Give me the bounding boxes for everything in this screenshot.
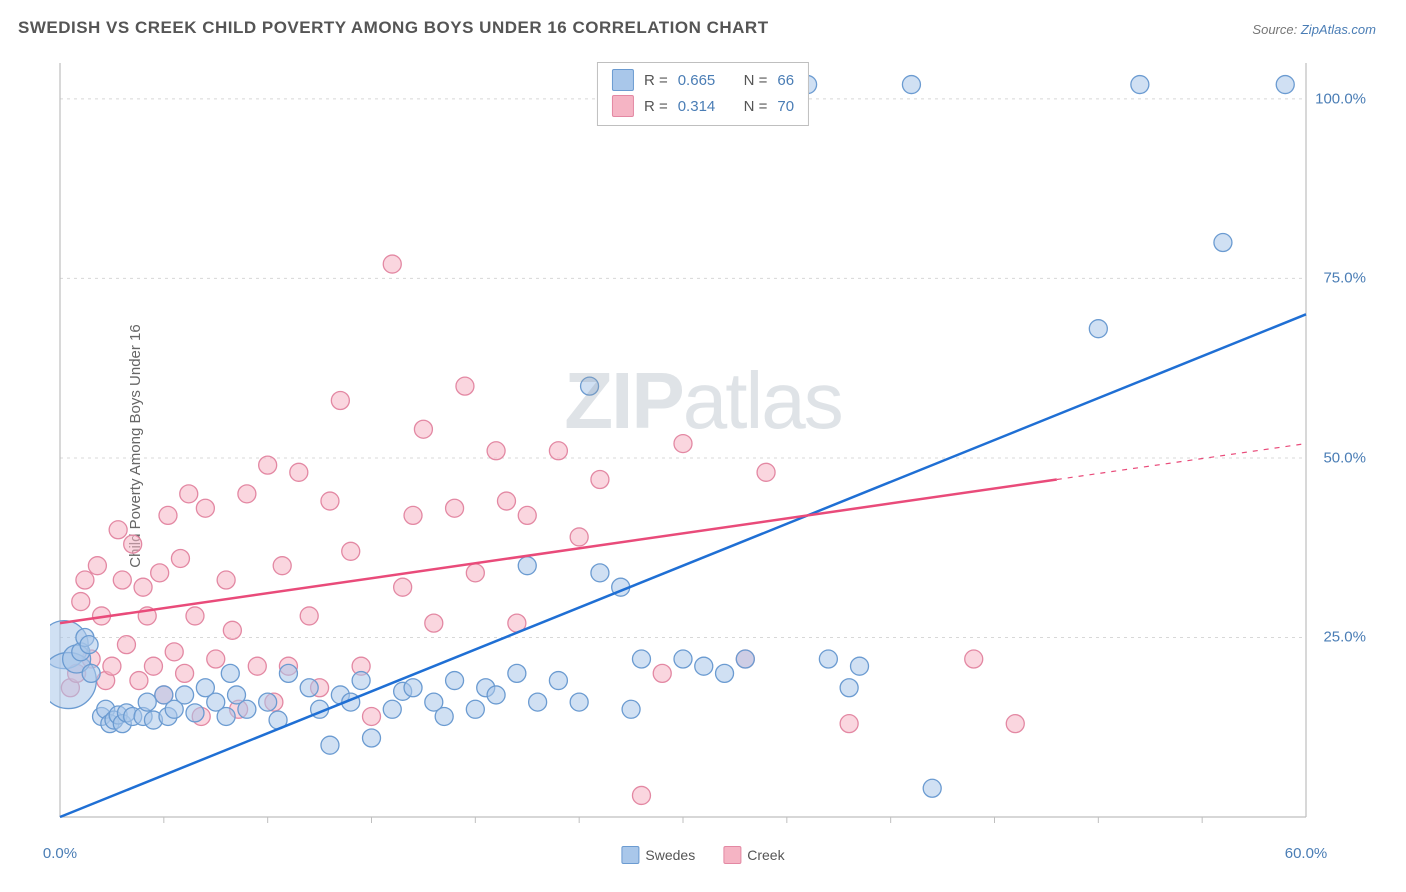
source-label: Source: [1252,22,1297,37]
legend-label-creek: Creek [747,847,784,863]
legend-row-swedes: R = 0.665 N = 66 [612,67,794,93]
chart-title: SWEDISH VS CREEK CHILD POVERTY AMONG BOY… [18,18,769,38]
chart-svg [50,55,1376,837]
n-value-swedes: 66 [777,72,794,89]
legend-swatch-swedes [612,69,634,91]
x-tick-label: 0.0% [43,845,77,862]
n-value-creek: 70 [777,98,794,115]
source-attribution: Source: ZipAtlas.com [1252,22,1376,37]
n-label: N = [744,98,768,115]
chart-plot-area [50,55,1376,837]
y-tick-label: 25.0% [1323,629,1366,646]
source-link[interactable]: ZipAtlas.com [1301,22,1376,37]
series-legend: Swedes Creek [621,846,784,864]
legend-item-creek: Creek [723,846,784,864]
r-label: R = [644,98,668,115]
x-tick-label: 60.0% [1285,845,1328,862]
y-tick-label: 50.0% [1323,449,1366,466]
legend-swatch-icon [621,846,639,864]
r-label: R = [644,72,668,89]
correlation-legend: R = 0.665 N = 66 R = 0.314 N = 70 [597,62,809,126]
legend-swatch-icon [723,846,741,864]
y-tick-label: 100.0% [1315,90,1366,107]
r-value-swedes: 0.665 [678,72,716,89]
legend-row-creek: R = 0.314 N = 70 [612,93,794,119]
n-label: N = [744,72,768,89]
legend-item-swedes: Swedes [621,846,695,864]
legend-swatch-creek [612,95,634,117]
legend-label-swedes: Swedes [645,847,695,863]
y-tick-label: 75.0% [1323,270,1366,287]
r-value-creek: 0.314 [678,98,716,115]
